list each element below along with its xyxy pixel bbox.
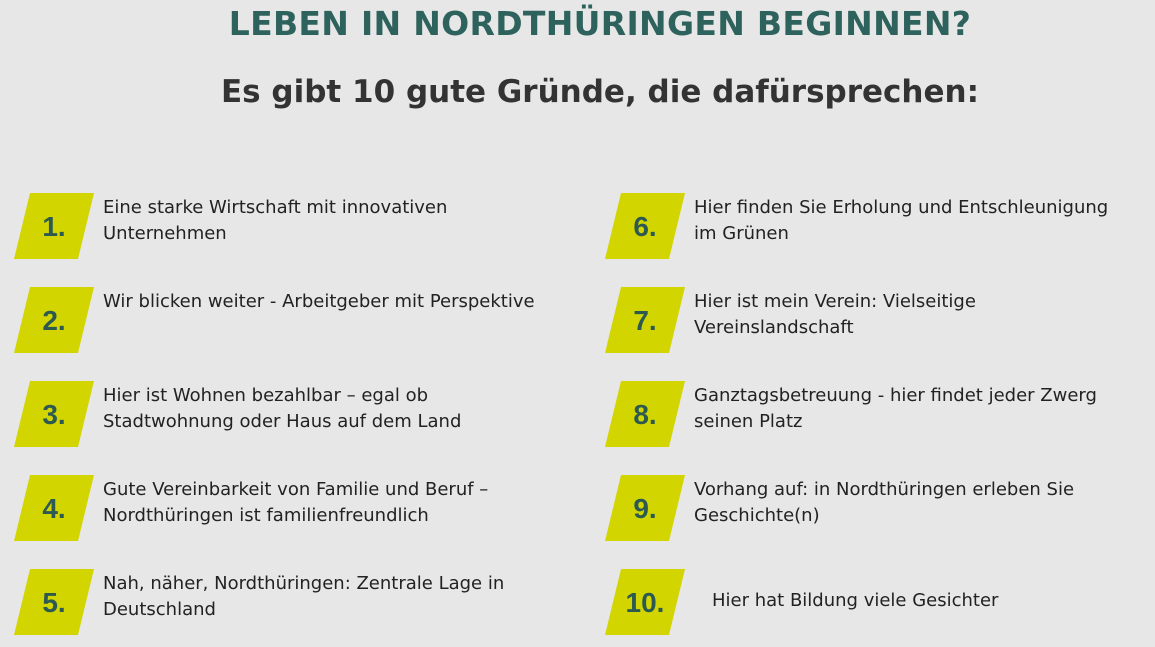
number-badge bbox=[14, 475, 94, 541]
number-badge bbox=[14, 381, 94, 447]
reason-text: Vorhang auf: in Nordthüringen erleben Si… bbox=[694, 479, 1075, 526]
reason-item: 2. Wir blicken weiter - Arbeitgeber mit … bbox=[14, 287, 554, 353]
page-title: LEBEN IN NORDTHÜRINGEN BEGINNEN? bbox=[228, 4, 972, 43]
reason-item: 7. Hier ist mein Verein: Vielseitige Ver… bbox=[605, 287, 1145, 353]
reason-number: 10. bbox=[625, 587, 665, 618]
reason-text: Hier finden Sie Erholung und Entschleuni… bbox=[694, 197, 1109, 244]
reason-text: Nah, näher, Nordthüringen: Zentrale Lage… bbox=[103, 573, 505, 620]
reason-item: 5. Nah, näher, Nordthüringen: Zentrale L… bbox=[14, 569, 554, 635]
reason-item: 3. Hier ist Wohnen bezahlbar – egal ob S… bbox=[14, 381, 554, 447]
reason-text: Gute Vereinbarkeit von Familie und Beruf… bbox=[103, 479, 489, 526]
reason-number: 4. bbox=[42, 493, 66, 524]
reason-item: 10. Hier hat Bildung viele Gesichter bbox=[605, 569, 1145, 635]
reason-number: 9. bbox=[633, 493, 657, 524]
page-subtitle: Es gibt 10 gute Gründe, die dafürspreche… bbox=[220, 74, 979, 110]
reason-number: 5. bbox=[42, 587, 66, 618]
reason-item: 9. Vorhang auf: in Nordthüringen erleben… bbox=[605, 475, 1145, 541]
reason-text: Hier ist Wohnen bezahlbar – egal ob Stad… bbox=[103, 385, 462, 432]
reason-item: 8. Ganztagsbetreuung - hier findet jeder… bbox=[605, 381, 1145, 447]
reason-text: Ganztagsbetreuung - hier findet jeder Zw… bbox=[694, 385, 1097, 432]
reason-text: Eine starke Wirtschaft mit innovativen U… bbox=[103, 197, 448, 244]
reason-item: 1. Eine starke Wirtschaft mit innovative… bbox=[14, 193, 554, 259]
reason-number: 7. bbox=[633, 305, 657, 336]
reason-number: 3. bbox=[42, 399, 66, 430]
number-badge bbox=[14, 287, 94, 353]
number-badge bbox=[14, 569, 94, 635]
number-badge bbox=[14, 193, 94, 259]
reason-item: 4. Gute Vereinbarkeit von Familie und Be… bbox=[14, 475, 554, 541]
reason-number: 1. bbox=[42, 211, 66, 242]
reason-number: 8. bbox=[633, 399, 657, 430]
reason-text: Hier ist mein Verein: Vielseitige Verein… bbox=[694, 291, 976, 338]
reason-text: Hier hat Bildung viele Gesichter bbox=[712, 590, 999, 611]
reason-text: Wir blicken weiter - Arbeitgeber mit Per… bbox=[103, 291, 535, 312]
reason-number: 6. bbox=[633, 211, 657, 242]
reason-number: 2. bbox=[42, 305, 66, 336]
reason-item: 6. Hier finden Sie Erholung und Entschle… bbox=[605, 193, 1145, 259]
